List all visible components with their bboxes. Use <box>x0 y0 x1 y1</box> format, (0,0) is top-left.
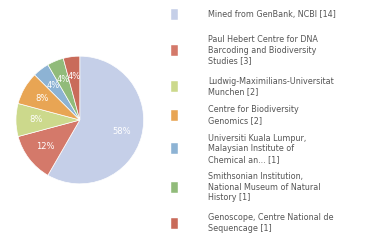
Text: 58%: 58% <box>112 127 131 136</box>
Text: Genoscope, Centre National de
Sequencage [1]: Genoscope, Centre National de Sequencage… <box>208 214 334 233</box>
Text: Paul Hebert Centre for DNA
Barcoding and Biodiversity
Studies [3]: Paul Hebert Centre for DNA Barcoding and… <box>208 36 318 65</box>
Text: Smithsonian Institution,
National Museum of Natural
History [1]: Smithsonian Institution, National Museum… <box>208 172 321 202</box>
Text: 8%: 8% <box>30 115 43 125</box>
Wedge shape <box>63 56 80 120</box>
FancyBboxPatch shape <box>171 110 177 120</box>
Text: 4%: 4% <box>57 75 70 84</box>
Wedge shape <box>35 65 80 120</box>
Text: Ludwig-Maximilians-Universitat
Munchen [2]: Ludwig-Maximilians-Universitat Munchen [… <box>208 77 334 96</box>
Wedge shape <box>16 103 80 137</box>
Wedge shape <box>48 56 144 184</box>
Text: 12%: 12% <box>36 142 55 151</box>
Text: 8%: 8% <box>35 94 49 103</box>
FancyBboxPatch shape <box>171 45 177 56</box>
Wedge shape <box>18 120 80 175</box>
FancyBboxPatch shape <box>171 81 177 92</box>
Text: Universiti Kuala Lumpur,
Malaysian Institute of
Chemical an... [1]: Universiti Kuala Lumpur, Malaysian Insti… <box>208 134 306 164</box>
FancyBboxPatch shape <box>171 144 177 154</box>
FancyBboxPatch shape <box>171 182 177 192</box>
FancyBboxPatch shape <box>171 218 177 228</box>
Text: Mined from GenBank, NCBI [14]: Mined from GenBank, NCBI [14] <box>208 10 336 19</box>
FancyBboxPatch shape <box>171 9 177 20</box>
Text: Centre for Biodiversity
Genomics [2]: Centre for Biodiversity Genomics [2] <box>208 106 299 125</box>
Text: 4%: 4% <box>47 81 60 90</box>
Wedge shape <box>18 75 80 120</box>
Wedge shape <box>48 58 80 120</box>
Text: 4%: 4% <box>68 72 81 81</box>
